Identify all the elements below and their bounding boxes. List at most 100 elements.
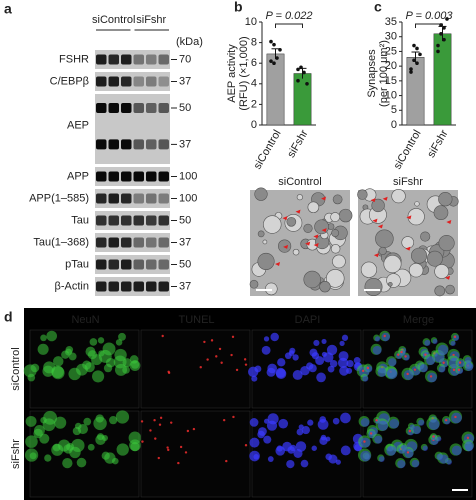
neuron <box>25 415 37 427</box>
tunel-signal <box>184 451 188 454</box>
organelle <box>286 216 297 227</box>
data-point <box>278 48 282 52</box>
nucleus <box>450 340 456 346</box>
nucleus <box>418 419 425 426</box>
bar <box>433 33 452 126</box>
nucleus <box>307 419 314 426</box>
protein-label: APP <box>67 170 89 182</box>
tunel-signal <box>244 363 248 366</box>
neuron <box>357 448 372 462</box>
nucleus <box>267 456 274 462</box>
neuron <box>416 417 425 426</box>
band <box>96 259 107 270</box>
x-tick-label: siControl <box>392 128 424 172</box>
nucleus <box>400 444 408 452</box>
y-tick-label: 5 <box>391 104 397 116</box>
neuron <box>89 338 98 346</box>
marker-label: 50 <box>179 102 191 114</box>
neuron <box>426 416 440 431</box>
band <box>158 139 169 150</box>
tunel-signal <box>444 418 448 422</box>
organelle <box>314 219 329 235</box>
organelle <box>277 239 292 253</box>
data-point <box>442 26 446 30</box>
data-point <box>412 43 416 48</box>
nucleus <box>374 435 383 444</box>
blot <box>95 94 170 164</box>
panel-label: a <box>4 1 12 17</box>
nucleus <box>315 356 325 366</box>
micrograph <box>140 410 251 498</box>
organelle <box>387 281 393 287</box>
nucleus <box>293 448 303 458</box>
nucleus <box>389 418 400 429</box>
y-axis-label: (RFU) (×1,000) <box>238 36 250 110</box>
nucleus <box>311 445 317 451</box>
data-point <box>299 65 303 70</box>
nucleus <box>292 370 303 380</box>
data-point <box>409 67 413 71</box>
tunel-signal <box>454 415 457 419</box>
band <box>133 215 144 226</box>
condition-label: siFshr <box>10 439 22 469</box>
data-point <box>418 52 422 57</box>
band <box>108 171 119 182</box>
tunel-signal <box>406 451 410 454</box>
channel-label: TUNEL <box>178 314 214 326</box>
nucleus <box>340 412 351 424</box>
data-point <box>269 59 273 63</box>
tunel-signal <box>179 445 183 449</box>
y-tick-label: 8 <box>251 37 257 49</box>
tunel-signal <box>186 429 190 433</box>
neuron <box>102 435 109 442</box>
band <box>108 215 119 226</box>
band <box>96 103 107 113</box>
neuron <box>420 443 428 451</box>
nucleus <box>388 358 397 367</box>
neuron <box>462 439 474 452</box>
organelle <box>257 230 265 238</box>
nucleus <box>404 448 414 458</box>
band <box>96 237 107 248</box>
panel-label: c <box>374 0 382 15</box>
tunel-signal <box>167 371 171 375</box>
y-axis-label: Synapses <box>366 49 378 98</box>
nucleus <box>263 435 272 444</box>
neuron <box>370 343 382 355</box>
tunel-signal <box>141 440 144 443</box>
band <box>146 259 157 270</box>
organelle <box>433 205 449 220</box>
bar <box>406 57 425 126</box>
band <box>146 171 157 182</box>
nucleus <box>313 339 320 346</box>
neuron <box>93 416 107 431</box>
nucleus <box>339 340 345 346</box>
tunel-signal <box>235 368 239 372</box>
tunel-signal <box>161 334 164 338</box>
organelle <box>330 244 341 254</box>
nucleus <box>289 444 297 452</box>
tunel-signal <box>424 353 427 356</box>
neuron <box>102 342 116 356</box>
arrow <box>372 218 378 223</box>
arrow <box>373 253 379 258</box>
protein-label: APP(1–585) <box>29 192 89 204</box>
protein-label: FSHR <box>59 53 89 65</box>
band <box>121 259 132 270</box>
neuron <box>44 454 52 462</box>
nucleus <box>341 334 349 341</box>
neuron <box>66 442 75 451</box>
y-tick-label: 6 <box>251 57 257 69</box>
channel-label: DAPI <box>295 314 321 326</box>
band <box>96 171 107 182</box>
condition-label: siControl <box>10 347 22 390</box>
marker-label: 100 <box>179 170 197 182</box>
neuron <box>87 443 95 451</box>
band <box>108 76 119 87</box>
band <box>108 103 119 113</box>
nucleus <box>397 459 406 469</box>
organelle <box>357 189 368 200</box>
band <box>158 193 169 204</box>
band <box>121 237 132 248</box>
